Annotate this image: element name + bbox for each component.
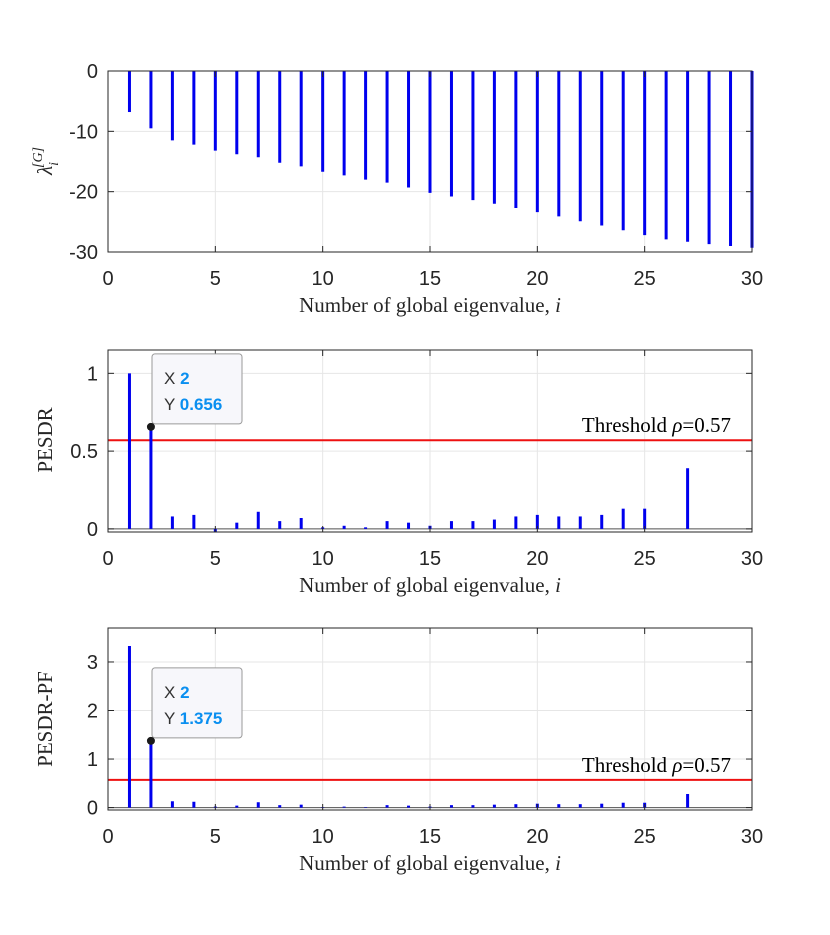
x-axis-label: Number of global eigenvalue, i [299,293,561,317]
x-tick-label: 10 [312,548,334,570]
chart-panel-2: Threshold ρ=0.57 0 5 10 15 20 25 30 0 0.5 1 Number … [33,349,763,597]
x-tick-label: 30 [741,548,763,570]
y-tick-label: -20 [69,182,98,204]
x-tick-label: 5 [210,826,221,848]
x-tick-label: 25 [634,826,656,848]
datatip-x: X 2 [164,683,190,702]
x-tick-label: 0 [102,826,113,848]
y-axis-label: λi[G] [31,147,62,176]
datatip[interactable]: X 2 Y 0.656 [146,353,243,431]
x-tick-label: 25 [634,548,656,570]
x-tick-label: 5 [210,268,221,290]
x-tick-label: 10 [312,826,334,848]
y-tick-label: -10 [69,121,98,143]
chart-panel-3: Threshold ρ=0.57 0 5 10 15 20 25 30 0 1 2 3 Number o… [33,627,763,875]
x-axis-label: Number of global eigenvalue, i [299,573,561,597]
x-tick-label: 5 [210,548,221,570]
y-tick-label: 1 [87,749,98,771]
threshold-label: Threshold ρ=0.57 [582,753,731,777]
y-tick-label: 3 [87,652,98,674]
y-tick-label: 2 [87,701,98,723]
y-tick-label: 0 [87,61,98,83]
threshold-label: Threshold ρ=0.57 [582,413,731,437]
y-axis-label: PESDR-PF [33,671,57,767]
chart-panel-1: 0 5 10 15 20 25 30 0 -10 -20 -30 Number of global e… [31,61,763,317]
y-tick-label: 0 [87,798,98,820]
x-tick-label: 10 [312,268,334,290]
datatip-box [151,667,243,739]
datatip[interactable]: X 2 Y 1.375 [146,667,243,745]
x-tick-label: 30 [741,826,763,848]
x-tick-label: 20 [526,826,548,848]
datatip-box [151,353,243,425]
x-tick-label: 20 [526,548,548,570]
y-tick-label: 0.5 [70,441,98,463]
y-tick-label: 0 [87,519,98,541]
x-axis-label: Number of global eigenvalue, i [299,851,561,875]
x-tick-label: 0 [102,548,113,570]
x-tick-label: 15 [419,548,441,570]
datatip-marker [146,736,155,745]
x-tick-label: 20 [526,268,548,290]
datatip-marker [146,422,155,431]
x-tick-label: 15 [419,826,441,848]
x-tick-label: 25 [634,268,656,290]
x-tick-label: 0 [102,268,113,290]
datatip-x: X 2 [164,369,190,388]
datatip-y: Y 0.656 [164,395,222,414]
datatip-y: Y 1.375 [164,709,222,728]
x-tick-label: 30 [741,268,763,290]
x-tick-label: 15 [419,268,441,290]
y-axis-label: PESDR [33,407,57,472]
y-tick-label: 1 [87,363,98,385]
y-tick-label: -30 [69,242,98,264]
